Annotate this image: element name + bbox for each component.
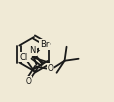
- Text: N: N: [29, 46, 35, 55]
- Text: O: O: [25, 77, 31, 86]
- Text: Br: Br: [40, 40, 49, 49]
- Text: O: O: [47, 64, 53, 73]
- Text: Cl: Cl: [20, 53, 28, 62]
